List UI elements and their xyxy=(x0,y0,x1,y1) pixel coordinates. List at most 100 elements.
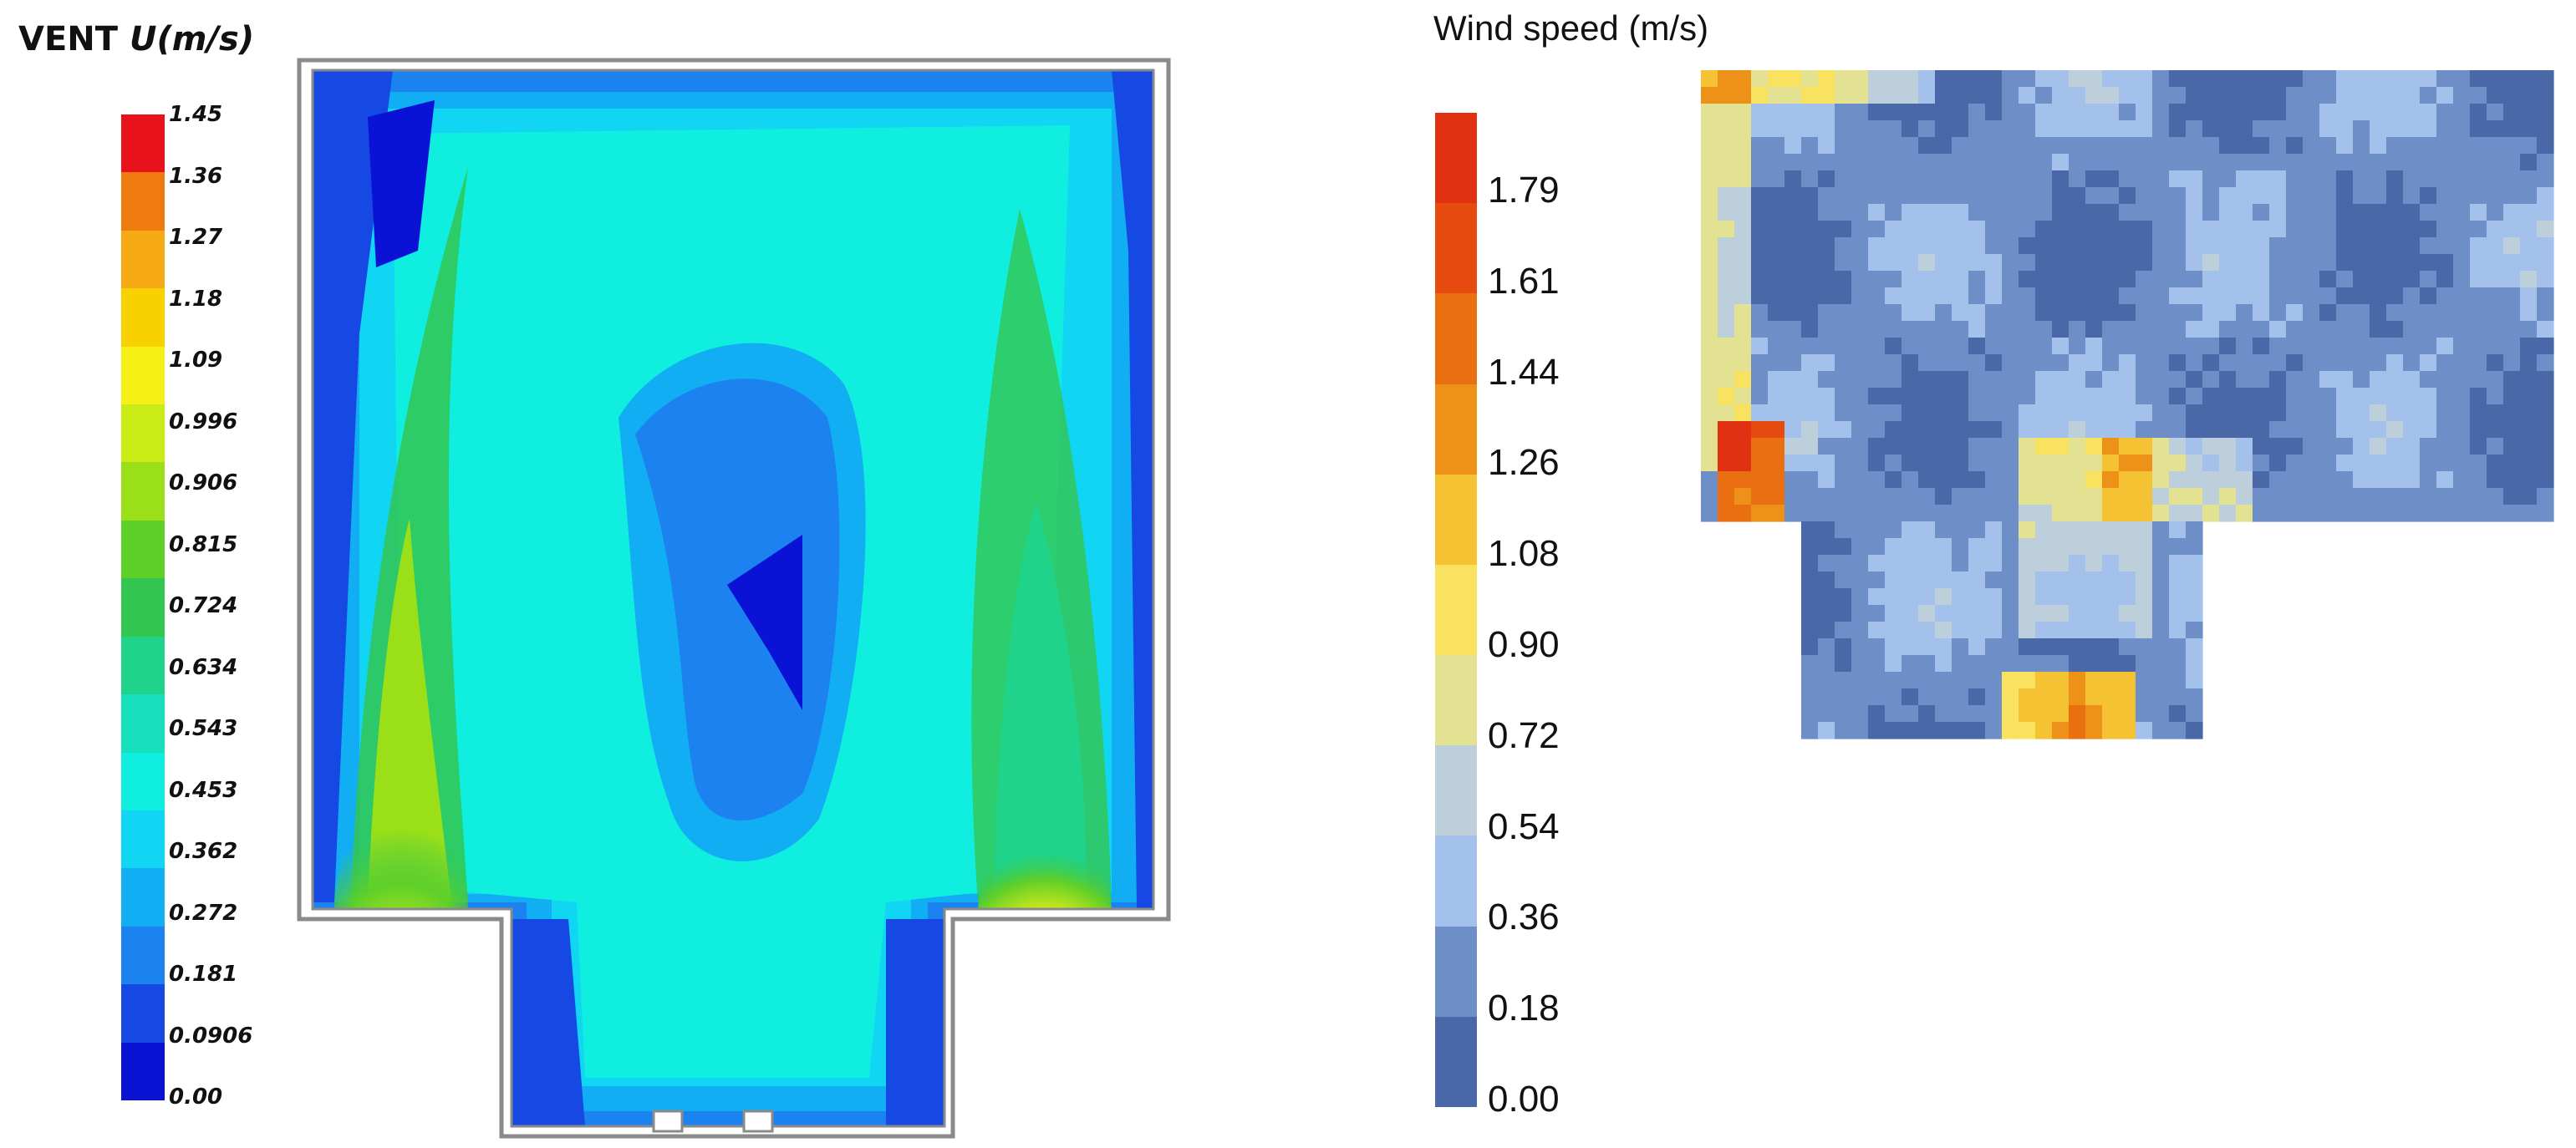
heatmap-cell xyxy=(2019,321,2036,338)
heatmap-cell xyxy=(2487,137,2504,155)
heatmap-cell xyxy=(2219,438,2237,455)
heatmap-cell xyxy=(2453,304,2471,322)
heatmap-cell xyxy=(1968,371,1986,389)
heatmap-cell xyxy=(2537,371,2554,389)
heatmap-cell xyxy=(1952,70,1969,88)
heatmap-cell xyxy=(2420,471,2437,489)
heatmap-cell xyxy=(2353,254,2370,272)
heatmap-cell xyxy=(2303,271,2320,288)
heatmap-cell xyxy=(1835,455,1852,472)
heatmap-cell xyxy=(1918,204,1936,221)
heatmap-cell xyxy=(1718,505,1735,522)
heatmap-cell xyxy=(2353,505,2370,522)
colorbar-tick-label: 1.09 xyxy=(169,348,223,373)
heatmap-cell xyxy=(1952,271,1969,288)
heatmap-cell xyxy=(2152,672,2170,689)
heatmap-cell xyxy=(2035,237,2053,255)
heatmap-cell xyxy=(2052,622,2069,639)
heatmap-cell xyxy=(1885,187,1902,205)
heatmap-cell xyxy=(2336,120,2354,138)
heatmap-cell xyxy=(2119,388,2136,405)
heatmap-cell xyxy=(2152,421,2170,439)
heatmap-cell xyxy=(2436,271,2454,288)
heatmap-cell xyxy=(2119,538,2136,556)
heatmap-cell xyxy=(2370,237,2387,255)
heatmap-cell xyxy=(2119,488,2136,505)
heatmap-cell xyxy=(1885,622,1902,639)
heatmap-cell xyxy=(2303,471,2320,489)
heatmap-cell xyxy=(2520,455,2538,472)
heatmap-cell xyxy=(1868,87,1886,104)
heatmap-cell xyxy=(2336,187,2354,205)
heatmap-cell xyxy=(2303,237,2320,255)
colorbar-segment xyxy=(121,172,165,231)
heatmap-cell xyxy=(2136,404,2153,422)
heatmap-cell xyxy=(1768,404,1785,422)
heatmap-cell xyxy=(2119,154,2136,171)
heatmap-cell xyxy=(2403,488,2421,505)
heatmap-cell xyxy=(2136,471,2153,489)
heatmap-cell xyxy=(1784,254,1802,272)
heatmap-cell xyxy=(1868,505,1886,522)
heatmap-cell xyxy=(1734,371,1752,389)
heatmap-cell xyxy=(2152,605,2170,622)
colorbar-tick-label: 1.61 xyxy=(1488,260,1560,302)
heatmap-cell xyxy=(2453,371,2471,389)
colorbar-tick-label: 0.543 xyxy=(169,716,238,741)
heatmap-cell xyxy=(1818,521,1835,539)
heatmap-cell xyxy=(1734,338,1752,355)
heatmap-cell xyxy=(1784,388,1802,405)
heatmap-cell xyxy=(2069,221,2086,238)
heatmap-cell xyxy=(2269,338,2287,355)
heatmap-cell xyxy=(1985,120,2003,138)
heatmap-cell xyxy=(2487,338,2504,355)
heatmap-cell xyxy=(2487,404,2504,422)
heatmap-cell xyxy=(1835,688,1852,706)
heatmap-cell xyxy=(1868,488,1886,505)
heatmap-cell xyxy=(2319,254,2337,272)
heatmap-cell xyxy=(1801,655,1819,673)
heatmap-cell xyxy=(2269,388,2287,405)
heatmap-cell xyxy=(1968,104,1986,121)
heatmap-cell xyxy=(1768,104,1785,121)
heatmap-cell xyxy=(2453,271,2471,288)
heatmap-cell xyxy=(2470,104,2487,121)
heatmap-cell xyxy=(2420,388,2437,405)
heatmap-cell xyxy=(1751,254,1769,272)
heatmap-cell xyxy=(2286,354,2304,372)
heatmap-cell xyxy=(2202,388,2220,405)
heatmap-cell xyxy=(2019,254,2036,272)
heatmap-cell xyxy=(1734,438,1752,455)
colorbar-tick-label: 0.72 xyxy=(1488,714,1560,756)
heatmap-cell xyxy=(1901,204,1919,221)
heatmap-cell xyxy=(2019,271,2036,288)
heatmap-cell xyxy=(2236,120,2253,138)
heatmap-cell xyxy=(2069,154,2086,171)
heatmap-cell xyxy=(2152,688,2170,706)
heatmap-cell xyxy=(1968,655,1986,673)
heatmap-cell xyxy=(1718,421,1735,439)
heatmap-cell xyxy=(1901,538,1919,556)
heatmap-cell xyxy=(2085,321,2103,338)
heatmap-cell xyxy=(1868,104,1886,121)
heatmap-cell xyxy=(2219,271,2237,288)
heatmap-cell xyxy=(1701,404,1718,422)
heatmap-cell xyxy=(2219,338,2237,355)
heatmap-cell xyxy=(1868,204,1886,221)
heatmap-cell xyxy=(2520,104,2538,121)
heatmap-cell xyxy=(2169,638,2187,656)
heatmap-cell xyxy=(2052,254,2069,272)
heatmap-cell xyxy=(2019,605,2036,622)
heatmap-cell xyxy=(2420,170,2437,188)
heatmap-cell xyxy=(2219,237,2237,255)
heatmap-cell xyxy=(1718,87,1735,104)
heatmap-cell xyxy=(2186,404,2203,422)
heatmap-cell xyxy=(2136,438,2153,455)
heatmap-cell xyxy=(1851,154,1869,171)
heatmap-cell xyxy=(1968,204,1986,221)
heatmap-cell xyxy=(1801,538,1819,556)
heatmap-cell xyxy=(1901,605,1919,622)
heatmap-cell xyxy=(2169,538,2187,556)
heatmap-cell xyxy=(1985,421,2003,439)
heatmap-cell xyxy=(2085,204,2103,221)
